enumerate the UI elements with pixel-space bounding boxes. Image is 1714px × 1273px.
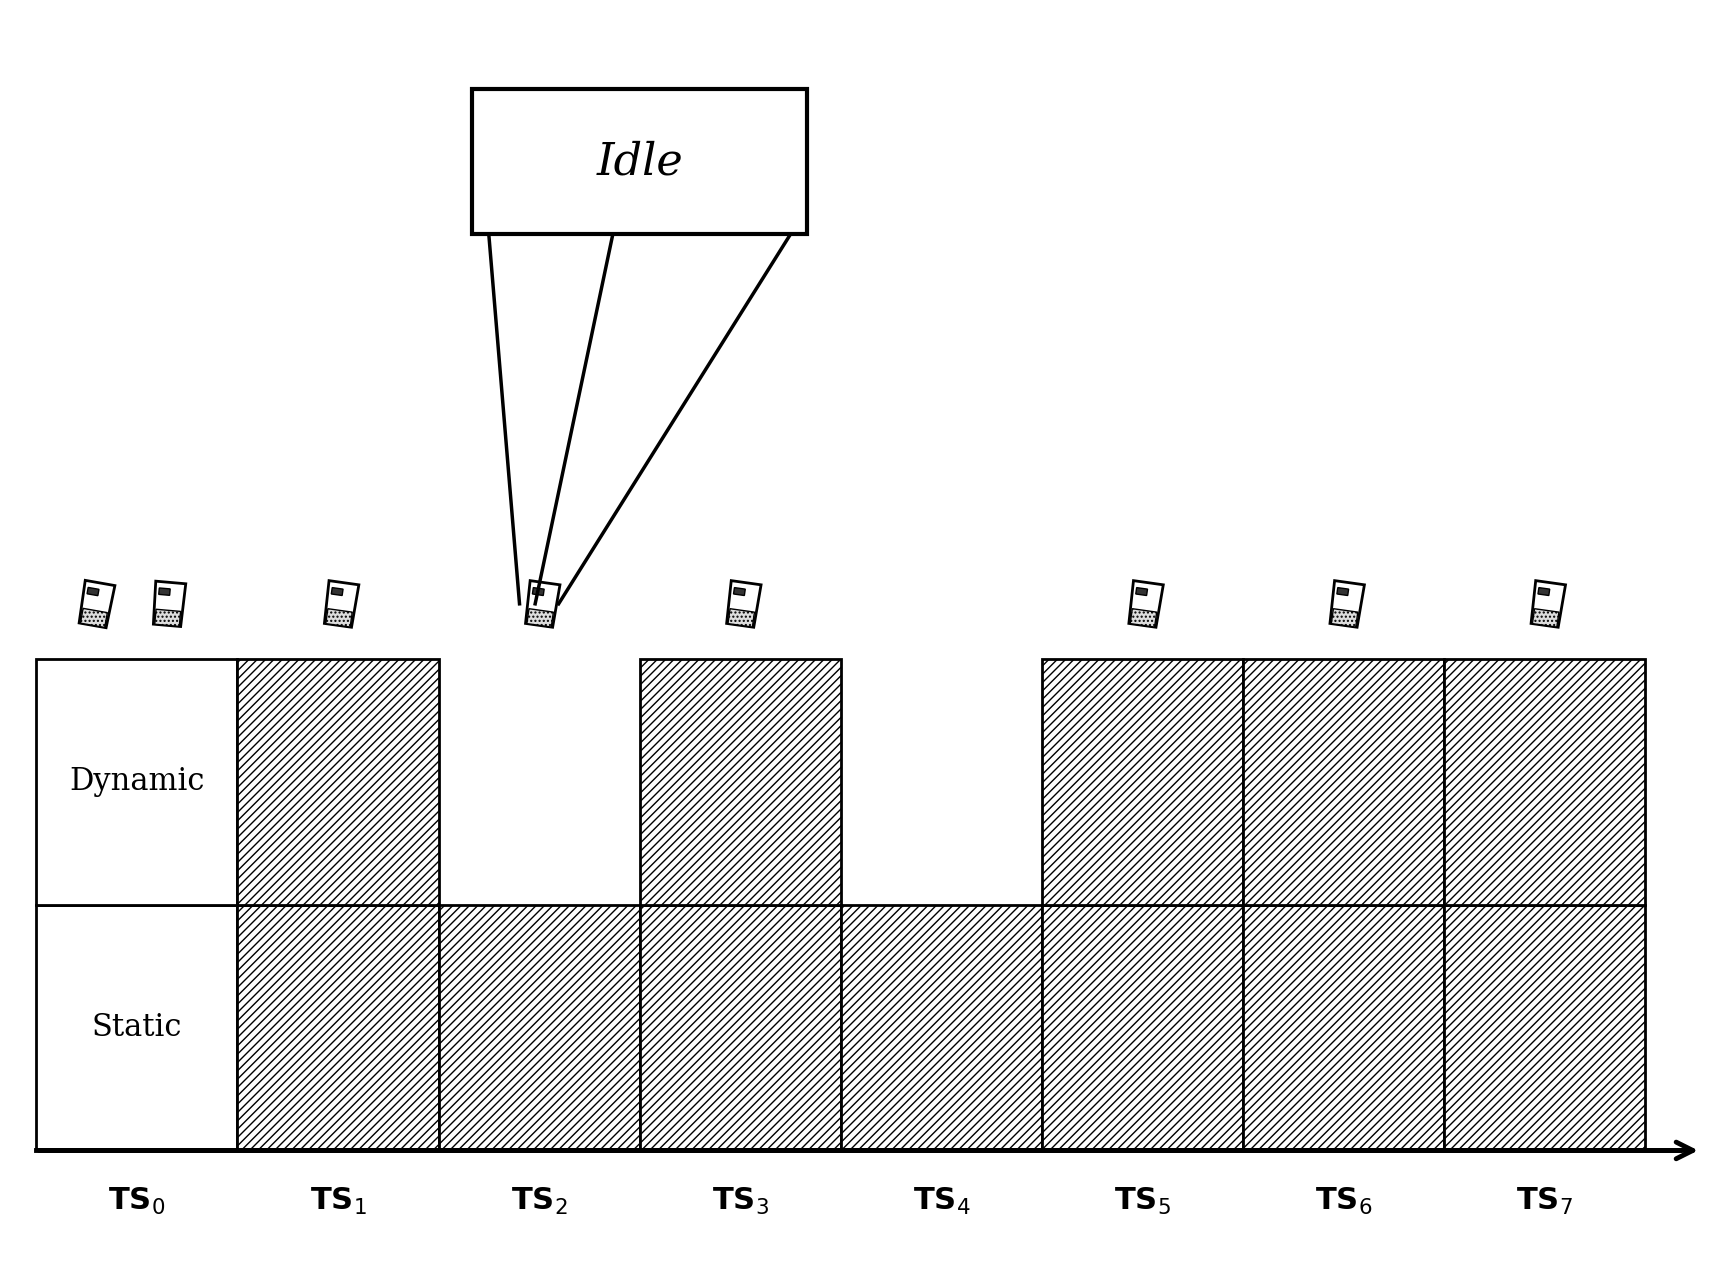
Polygon shape [1337, 588, 1347, 596]
Polygon shape [524, 580, 560, 628]
Polygon shape [1135, 588, 1147, 596]
Text: $\mathbf{TS}_{3}$: $\mathbf{TS}_{3}$ [711, 1186, 768, 1217]
Bar [639, 905, 840, 1151]
Polygon shape [734, 588, 746, 596]
Bar [471, 89, 807, 234]
Bar [1243, 659, 1443, 905]
Polygon shape [326, 608, 351, 628]
Polygon shape [324, 580, 358, 628]
Polygon shape [331, 588, 343, 596]
Polygon shape [1532, 608, 1558, 628]
Text: Static: Static [91, 1012, 182, 1043]
Text: $\mathbf{TS}_{6}$: $\mathbf{TS}_{6}$ [1315, 1186, 1371, 1217]
Bar [1040, 905, 1243, 1151]
Polygon shape [1130, 608, 1155, 628]
Text: Idle: Idle [596, 140, 682, 183]
Polygon shape [531, 588, 543, 596]
Text: $\mathbf{TS}_{1}$: $\mathbf{TS}_{1}$ [310, 1186, 367, 1217]
Text: $\mathbf{TS}_{7}$: $\mathbf{TS}_{7}$ [1515, 1186, 1572, 1217]
Bar [1443, 905, 1644, 1151]
Polygon shape [1537, 588, 1549, 596]
Polygon shape [526, 608, 554, 628]
Text: $\mathbf{TS}_{0}$: $\mathbf{TS}_{0}$ [108, 1186, 165, 1217]
Polygon shape [153, 582, 185, 626]
Polygon shape [1128, 580, 1162, 628]
Polygon shape [159, 588, 170, 596]
Bar [1443, 659, 1644, 905]
Bar [36, 659, 237, 905]
Polygon shape [1328, 580, 1364, 628]
Text: $\mathbf{TS}_{5}$: $\mathbf{TS}_{5}$ [1114, 1186, 1171, 1217]
Polygon shape [79, 580, 115, 628]
Polygon shape [727, 580, 761, 628]
Text: $\mathbf{TS}_{4}$: $\mathbf{TS}_{4}$ [912, 1186, 970, 1217]
Polygon shape [87, 587, 99, 596]
Bar [237, 659, 439, 905]
Bar [237, 905, 439, 1151]
Bar [840, 905, 1040, 1151]
Bar [36, 905, 237, 1151]
Polygon shape [1531, 580, 1565, 628]
Polygon shape [154, 610, 180, 626]
Text: Dynamic: Dynamic [69, 766, 204, 797]
Bar [439, 905, 639, 1151]
Bar [1243, 905, 1443, 1151]
Bar [639, 659, 840, 905]
Text: $\mathbf{TS}_{2}$: $\mathbf{TS}_{2}$ [511, 1186, 567, 1217]
Polygon shape [81, 608, 108, 628]
Polygon shape [1330, 608, 1357, 628]
Bar [1040, 659, 1243, 905]
Polygon shape [727, 608, 754, 628]
